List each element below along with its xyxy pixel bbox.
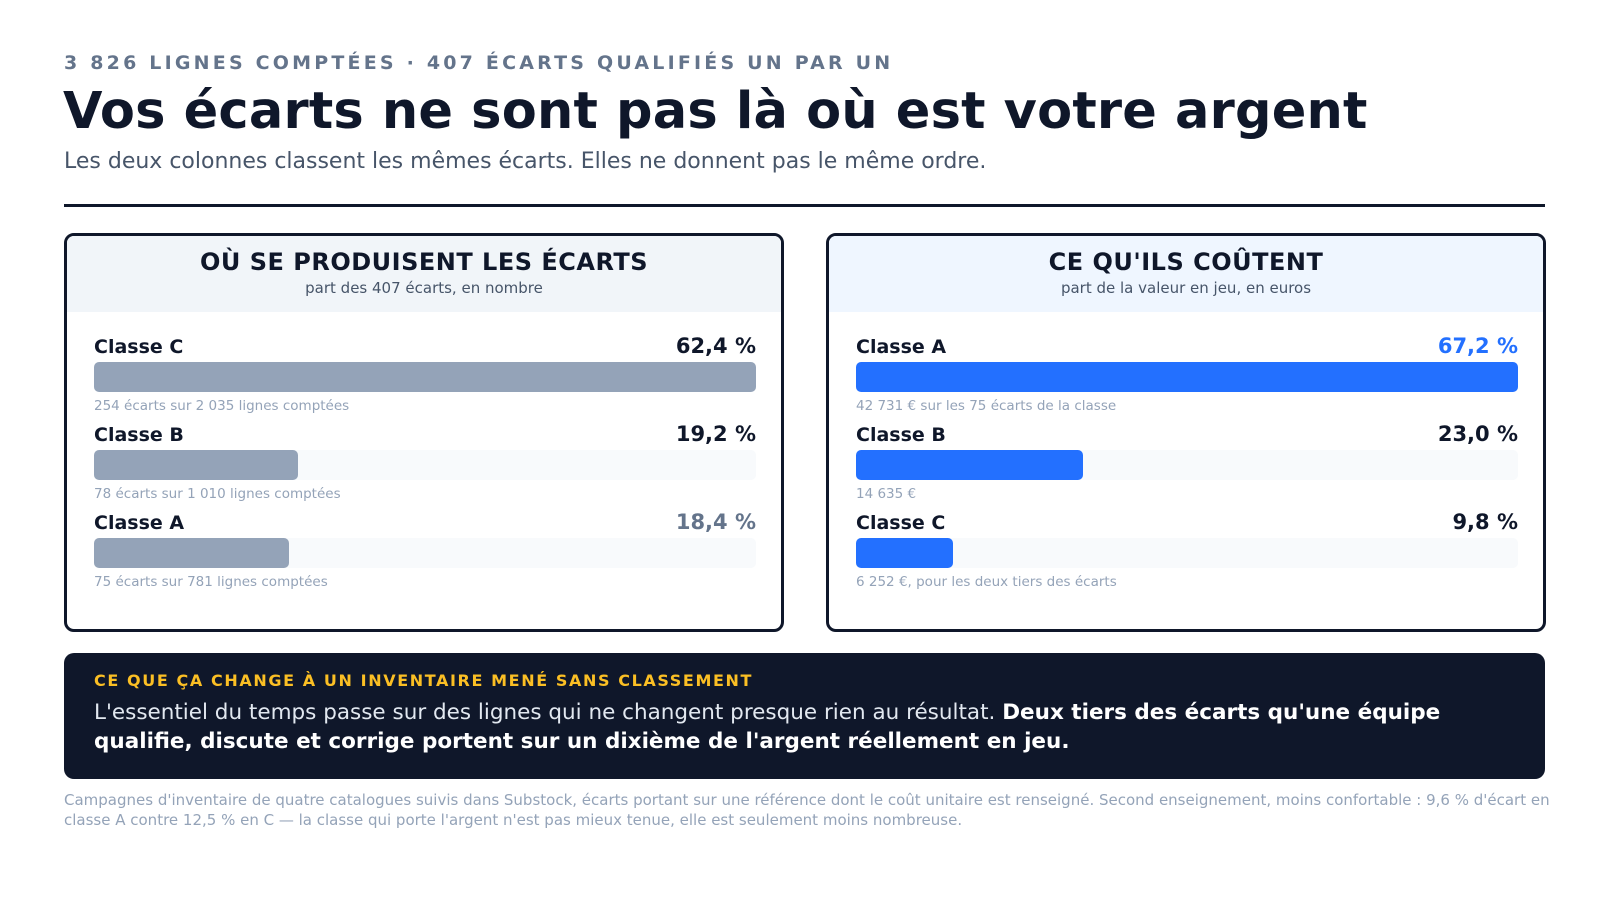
bar-track [94,362,756,392]
bar [856,538,953,568]
callout-box: CE QUE ÇA CHANGE À UN INVENTAIRE MENÉ SA… [64,653,1545,779]
category-label: Classe B [856,424,946,446]
callout-text-plain: L'essentiel du temps passe sur des ligne… [94,700,996,725]
bar-track [856,362,1518,392]
footnote: Campagnes d'inventaire de quatre catalog… [64,791,1550,829]
bar [856,450,1083,480]
bar-row: Classe C 9,8 % 6 252 €, pour les deux ti… [856,510,1518,600]
bar-row: Classe A 18,4 % 75 écarts sur 781 lignes… [94,510,756,600]
category-label: Classe A [856,336,947,358]
bar-chart-value: Classe A 67,2 % 42 731 € sur les 75 écar… [856,334,1518,600]
bar [94,538,290,568]
bar [94,450,298,480]
bar-note: 14 635 € [856,486,917,502]
panel-title: CE QU'ILS COÛTENT [1048,248,1324,276]
callout-text: L'essentiel du temps passe sur des ligne… [94,698,1515,756]
panel-title: OÙ SE PRODUISENT LES ÉCARTS [199,248,649,276]
bar-note: 78 écarts sur 1 010 lignes comptées [94,486,341,502]
header-divider [64,204,1545,207]
value-label: 18,4 % [675,510,756,534]
panel-frequency: OÙ SE PRODUISENT LES ÉCARTS part des 407… [64,233,784,632]
value-label: 23,0 % [1437,422,1518,446]
panel-subtitle: part de la valeur en jeu, en euros [1060,279,1312,297]
category-label: Classe C [94,336,184,358]
panel-header: CE QU'ILS COÛTENT part de la valeur en j… [829,236,1543,312]
bar-note: 75 écarts sur 781 lignes comptées [94,574,328,590]
category-label: Classe B [94,424,184,446]
bar-note: 6 252 €, pour les deux tiers des écarts [856,574,1117,590]
value-label: 67,2 % [1437,334,1518,358]
bar-track [856,450,1518,480]
bar-track [94,450,756,480]
bar-note: 254 écarts sur 2 035 lignes comptées [94,398,350,414]
value-label: 9,8 % [1452,510,1518,534]
bar [856,362,1518,392]
bar-track [94,538,756,568]
category-label: Classe C [856,512,946,534]
panel-header: OÙ SE PRODUISENT LES ÉCARTS part des 407… [67,236,781,312]
value-label: 62,4 % [675,334,756,358]
bar-note: 42 731 € sur les 75 écarts de la classe [856,398,1117,414]
bar-row: Classe B 23,0 % 14 635 € [856,422,1518,512]
page-kicker: 3 826 LIGNES COMPTÉES · 407 ÉCARTS QUALI… [64,52,894,74]
bar-chart-frequency: Classe C 62,4 % 254 écarts sur 2 035 lig… [94,334,756,600]
value-label: 19,2 % [675,422,756,446]
bar [94,362,756,392]
page-subtitle: Les deux colonnes classent les mêmes éca… [64,149,987,174]
bar-row: Classe C 62,4 % 254 écarts sur 2 035 lig… [94,334,756,424]
panel-value: CE QU'ILS COÛTENT part de la valeur en j… [826,233,1546,632]
bar-row: Classe A 67,2 % 42 731 € sur les 75 écar… [856,334,1518,424]
callout-text-bold: Deux tiers des écarts qu'une équipe qual… [94,700,1441,754]
panel-subtitle: part des 407 écarts, en nombre [305,279,543,297]
category-label: Classe A [94,512,185,534]
bar-row: Classe B 19,2 % 78 écarts sur 1 010 lign… [94,422,756,512]
page-title: Vos écarts ne sont pas là où est votre a… [63,82,1368,141]
callout-kicker: CE QUE ÇA CHANGE À UN INVENTAIRE MENÉ SA… [94,671,754,690]
bar-track [856,538,1518,568]
